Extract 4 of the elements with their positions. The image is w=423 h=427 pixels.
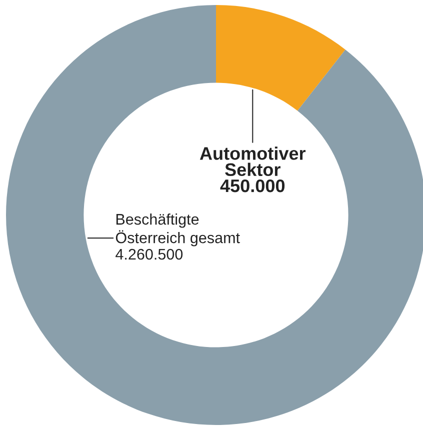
slice-label: Automotiver Sektor — [200, 146, 306, 176]
data-label: 450.000 — [220, 179, 285, 192]
text: Beschäftigte Österreich gesamt 4.260.500 — [116, 213, 240, 260]
donut-slice — [216, 5, 346, 111]
